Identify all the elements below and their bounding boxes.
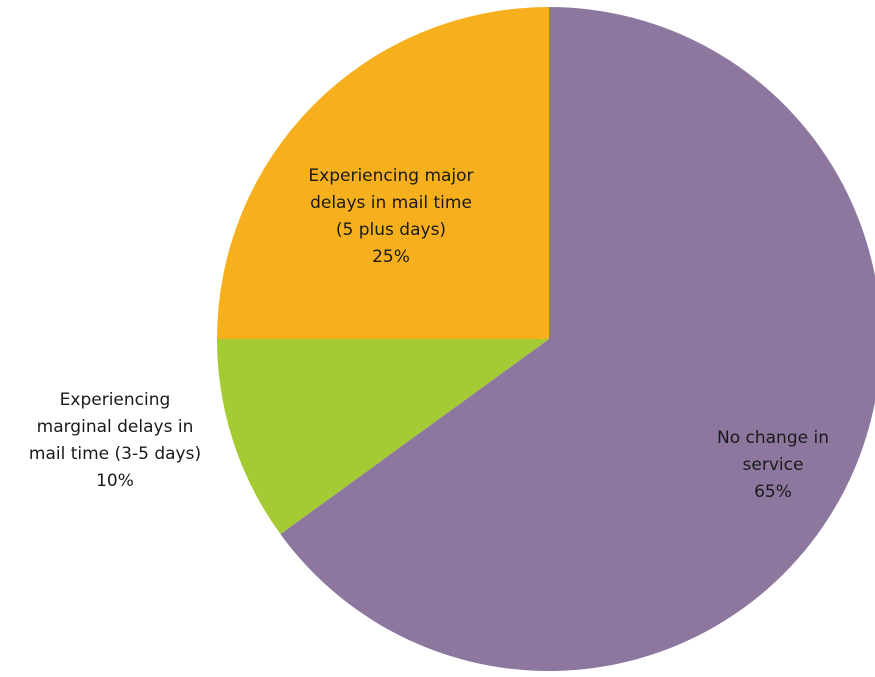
pie-slice-label-line: 10% (96, 471, 134, 491)
pie-slice-label-line: service (743, 455, 804, 475)
pie-slice-label-line: 25% (372, 247, 410, 267)
pie-slice-label-2: Experiencing major delays in mail time (5 … (308, 166, 473, 267)
pie-labels: No change in service 65% Experiencing margin… (29, 166, 829, 502)
pie-slice-label-line: Experiencing major (308, 166, 473, 186)
pie-slice-label-line: Experiencing (60, 390, 171, 410)
pie-slice-2 (217, 7, 549, 339)
pie-slice-label-line: delays in mail time (310, 193, 472, 213)
pie-slice-label-line: 65% (754, 482, 792, 502)
pie-slice-label-line: marginal delays in (37, 417, 194, 437)
pie-slice-label-0: No change in service 65% (717, 428, 829, 502)
pie-slice-0 (280, 7, 875, 671)
pie-slice-label-1: Experiencing marginal delays in mail time … (29, 390, 201, 491)
pie-slice-label-line: (5 plus days) (336, 220, 446, 240)
pie-slice-1 (217, 339, 549, 535)
pie-slice-label-line: No change in (717, 428, 829, 448)
pie-slices (217, 7, 875, 671)
pie-slice-label-line: mail time (3-5 days) (29, 444, 201, 464)
